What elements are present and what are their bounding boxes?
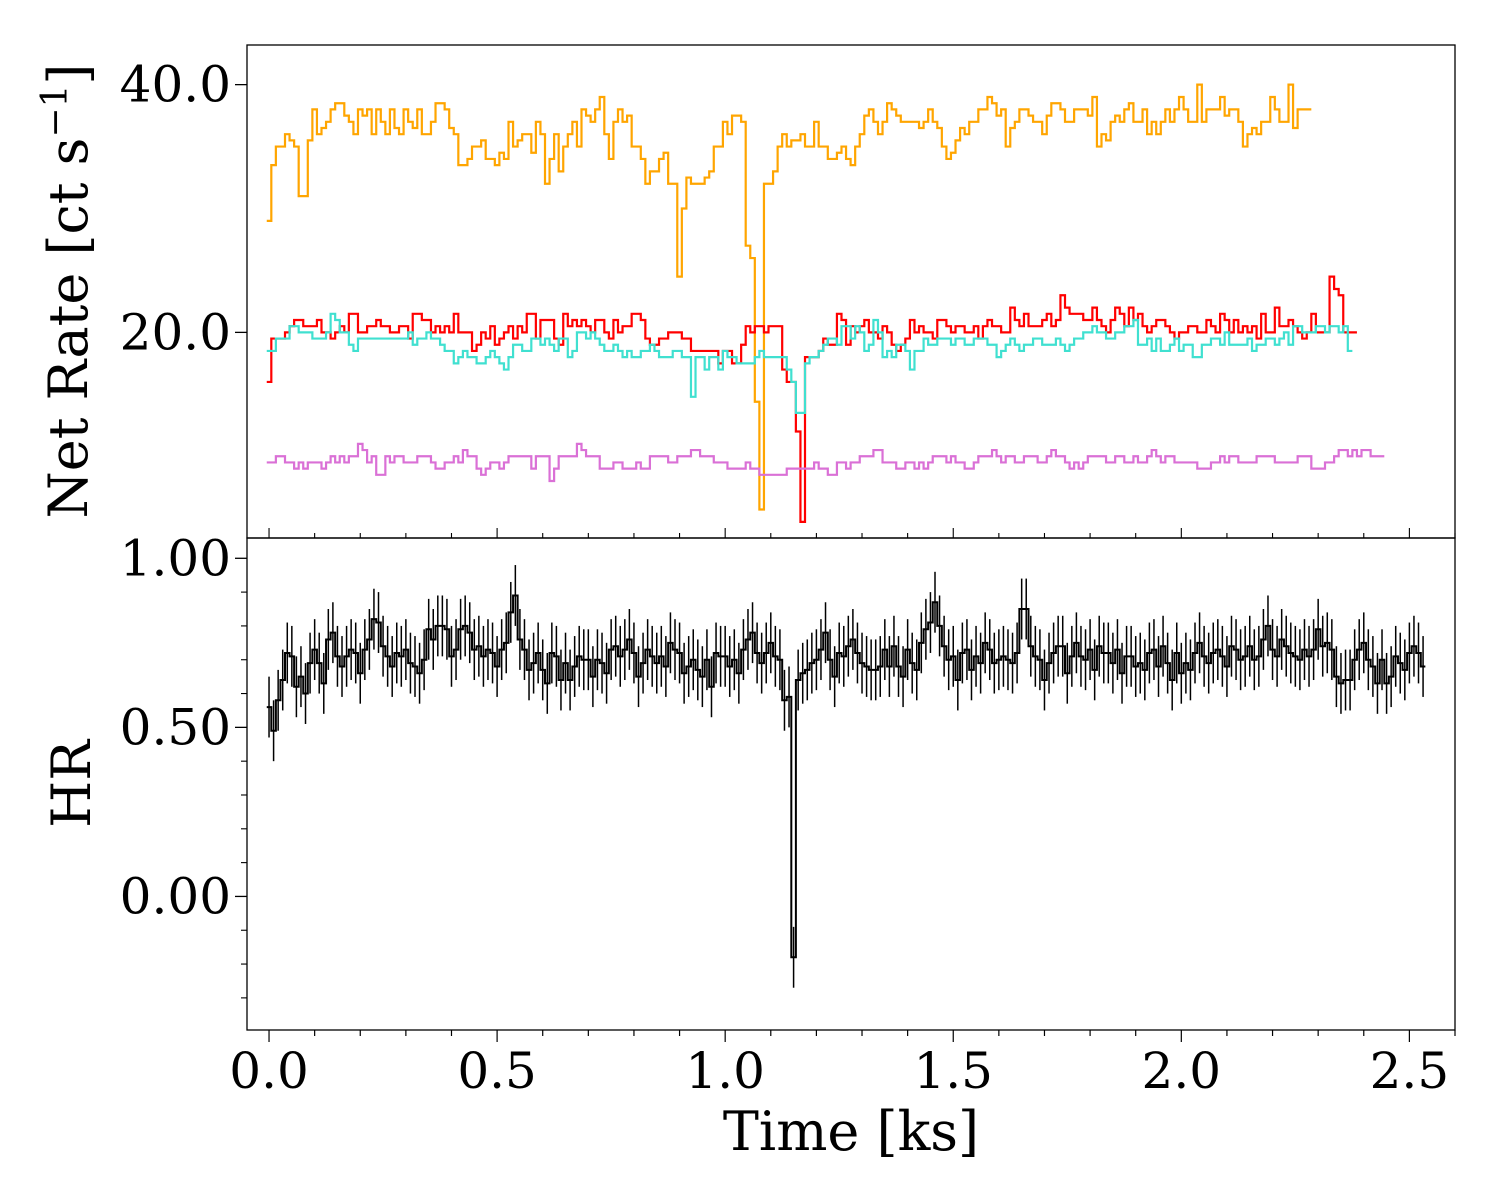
xtick-label: 1.5 — [913, 1042, 993, 1100]
xtick-label: 1.0 — [685, 1042, 765, 1100]
top-series-group — [266, 83, 1385, 523]
series-total — [266, 83, 1312, 511]
bottom-panel: 0.00 0.50 1.00 0.0 0.5 1.0 1.5 2.0 2.5 HR Time … — [40, 529, 1456, 1163]
bottom-axes-frame — [246, 537, 1456, 1031]
bottom-ytick-label: 0.00 — [120, 867, 231, 925]
top-ytick-label: 20.0 — [120, 303, 231, 361]
top-ylabel: Net Rate [ct s−1] — [35, 63, 100, 518]
bottom-ytick-label: 0.50 — [120, 698, 231, 756]
series-soft — [266, 442, 1385, 483]
xtick-label: 0.5 — [457, 1042, 537, 1100]
bottom-xticks: 0.0 0.5 1.0 1.5 2.0 2.5 — [229, 1030, 1456, 1100]
top-yticks: 20.0 40.0 — [120, 56, 1456, 538]
series-hr — [266, 594, 1426, 959]
bottom-yticks: 0.00 0.50 1.00 — [120, 529, 247, 999]
top-ytick-label: 40.0 — [120, 56, 231, 114]
x-axis-label: Time [ks] — [723, 1100, 979, 1163]
bottom-series-group — [266, 565, 1426, 988]
bottom-ylabel: HR — [40, 739, 103, 828]
xtick-label: 2.5 — [1370, 1042, 1450, 1100]
series-medium — [266, 312, 1353, 414]
xtick-label: 0.0 — [229, 1042, 309, 1100]
bottom-ytick-label: 1.00 — [120, 529, 231, 587]
xtick-label: 2.0 — [1142, 1042, 1222, 1100]
top-panel: 20.0 40.0 Net Rate [ct s−1] — [35, 44, 1456, 539]
